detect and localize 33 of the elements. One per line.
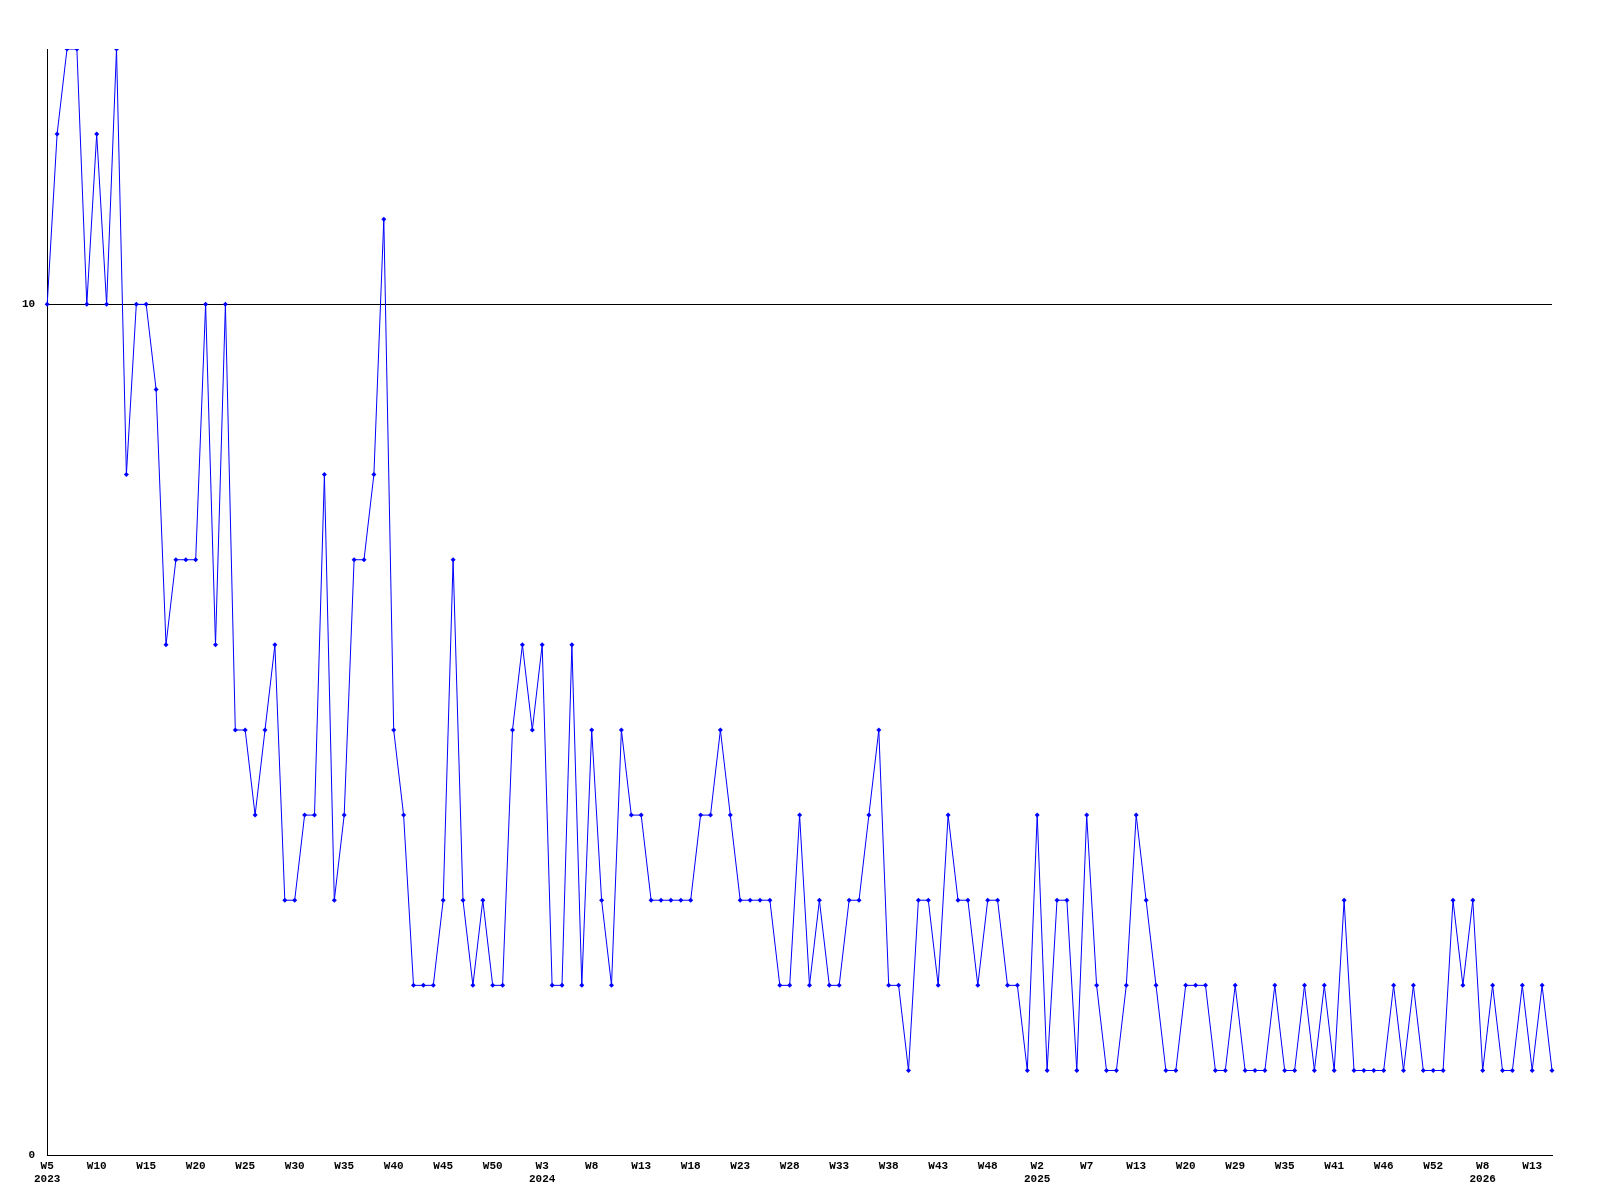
x-tick-label: W13: [631, 1159, 652, 1172]
x-tick-label: W10: [86, 1159, 107, 1172]
x-tick-label: W40: [383, 1159, 404, 1172]
x-tick-label: W20: [1175, 1159, 1196, 1172]
x-tick-label: W13: [1126, 1159, 1147, 1172]
x-tick-label: W2 2025: [1024, 1159, 1051, 1186]
x-tick-label: W41: [1324, 1159, 1345, 1172]
x-tick-label: W7: [1080, 1159, 1094, 1172]
x-tick-label: W3 2024: [529, 1159, 556, 1186]
y-tick-label: 0: [28, 1149, 36, 1162]
x-tick-label: W45: [433, 1159, 454, 1172]
x-tick-label: W35: [1274, 1159, 1295, 1172]
x-tick-label: W29: [1225, 1159, 1246, 1172]
x-tick-label: W28: [779, 1159, 800, 1172]
x-tick-label: W25: [235, 1159, 256, 1172]
x-tick-label: W33: [829, 1159, 850, 1172]
x-tick-label: W30: [284, 1159, 305, 1172]
x-tick-label: W46: [1373, 1159, 1394, 1172]
x-tick-label: W35: [334, 1159, 355, 1172]
x-tick-label: W52: [1423, 1159, 1444, 1172]
x-tick-label: W20: [185, 1159, 206, 1172]
x-tick-label: W8: [585, 1159, 599, 1172]
x-tick-label: W38: [878, 1159, 899, 1172]
x-tick-label: W18: [680, 1159, 701, 1172]
x-tick-label: W5 2023: [34, 1159, 61, 1186]
x-tick-label: W48: [977, 1159, 998, 1172]
x-tick-label: W15: [136, 1159, 157, 1172]
y-tick-label: 10: [22, 298, 36, 311]
x-tick-label: W23: [730, 1159, 751, 1172]
x-tick-label: W50: [482, 1159, 503, 1172]
x-tick-label: W13: [1522, 1159, 1543, 1172]
x-tick-label: W43: [928, 1159, 949, 1172]
x-tick-label: W8 2026: [1469, 1159, 1496, 1186]
